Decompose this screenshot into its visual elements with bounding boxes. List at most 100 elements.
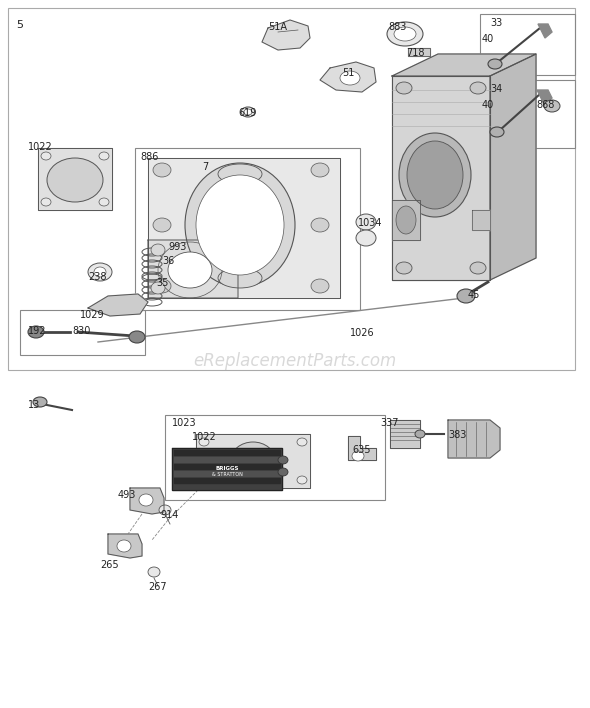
Text: 493: 493 xyxy=(118,490,136,500)
Ellipse shape xyxy=(470,82,486,94)
Ellipse shape xyxy=(41,198,51,206)
Ellipse shape xyxy=(117,540,131,552)
Text: 830: 830 xyxy=(72,326,90,336)
Ellipse shape xyxy=(490,127,504,137)
Ellipse shape xyxy=(196,175,284,275)
Ellipse shape xyxy=(340,71,360,85)
Polygon shape xyxy=(537,90,552,104)
Polygon shape xyxy=(390,420,420,448)
Text: 51A: 51A xyxy=(268,22,287,32)
Ellipse shape xyxy=(244,109,252,115)
Ellipse shape xyxy=(199,476,209,484)
Text: 36: 36 xyxy=(162,256,174,266)
Bar xyxy=(480,14,575,75)
Ellipse shape xyxy=(28,326,44,338)
Ellipse shape xyxy=(278,456,288,464)
Ellipse shape xyxy=(88,263,112,281)
Text: 35: 35 xyxy=(156,278,168,288)
Polygon shape xyxy=(174,450,280,455)
Polygon shape xyxy=(174,471,280,476)
Polygon shape xyxy=(148,158,340,298)
Polygon shape xyxy=(490,54,536,280)
Ellipse shape xyxy=(311,218,329,232)
Polygon shape xyxy=(88,294,148,316)
Ellipse shape xyxy=(151,282,165,294)
Polygon shape xyxy=(320,62,376,92)
Ellipse shape xyxy=(544,100,560,112)
Ellipse shape xyxy=(278,468,288,476)
Text: 1022: 1022 xyxy=(192,432,217,442)
Text: & STRATTON: & STRATTON xyxy=(212,472,242,477)
Ellipse shape xyxy=(407,141,463,209)
Text: 1029: 1029 xyxy=(80,310,104,320)
Ellipse shape xyxy=(33,397,47,407)
Ellipse shape xyxy=(99,152,109,160)
Text: 1026: 1026 xyxy=(350,328,375,338)
Polygon shape xyxy=(262,20,310,50)
Text: 5: 5 xyxy=(16,20,23,30)
Ellipse shape xyxy=(241,107,255,117)
Text: 1023: 1023 xyxy=(172,418,196,428)
Ellipse shape xyxy=(218,164,262,184)
Text: 1022: 1022 xyxy=(28,142,53,152)
Ellipse shape xyxy=(457,289,475,303)
Text: eReplacementParts.com: eReplacementParts.com xyxy=(194,352,396,370)
Polygon shape xyxy=(148,240,238,298)
Text: 7: 7 xyxy=(202,162,208,172)
Ellipse shape xyxy=(148,567,160,577)
Ellipse shape xyxy=(396,82,412,94)
Text: 267: 267 xyxy=(148,582,166,592)
Ellipse shape xyxy=(218,268,262,288)
Ellipse shape xyxy=(399,133,471,217)
Polygon shape xyxy=(472,210,490,230)
Ellipse shape xyxy=(185,163,295,287)
Text: 868: 868 xyxy=(536,100,555,110)
Text: 883: 883 xyxy=(388,22,407,32)
Polygon shape xyxy=(174,478,280,483)
Text: 337: 337 xyxy=(380,418,398,428)
Ellipse shape xyxy=(470,262,486,274)
Text: 34: 34 xyxy=(490,84,502,94)
Polygon shape xyxy=(174,457,280,462)
Polygon shape xyxy=(392,76,490,280)
Text: 265: 265 xyxy=(100,560,119,570)
Ellipse shape xyxy=(396,206,416,234)
Polygon shape xyxy=(130,488,164,514)
Ellipse shape xyxy=(168,252,212,288)
Ellipse shape xyxy=(387,22,423,46)
Ellipse shape xyxy=(488,59,502,69)
Text: 192: 192 xyxy=(28,326,47,336)
Polygon shape xyxy=(448,420,500,458)
Ellipse shape xyxy=(153,163,171,177)
Bar xyxy=(480,80,575,148)
Polygon shape xyxy=(108,534,142,558)
Ellipse shape xyxy=(311,279,329,293)
Ellipse shape xyxy=(94,267,106,277)
Text: 635: 635 xyxy=(352,445,371,455)
Polygon shape xyxy=(538,24,552,38)
Text: 45: 45 xyxy=(468,290,480,300)
Polygon shape xyxy=(408,48,430,56)
Bar xyxy=(135,148,360,310)
Text: 51: 51 xyxy=(342,68,355,78)
Text: 993: 993 xyxy=(168,242,186,252)
Polygon shape xyxy=(196,434,310,488)
Ellipse shape xyxy=(199,438,209,446)
Polygon shape xyxy=(174,464,280,469)
Ellipse shape xyxy=(396,262,412,274)
Ellipse shape xyxy=(297,438,307,446)
Polygon shape xyxy=(38,148,112,210)
Text: 13: 13 xyxy=(28,400,40,410)
Ellipse shape xyxy=(153,279,171,293)
Text: 1034: 1034 xyxy=(358,218,382,228)
Ellipse shape xyxy=(41,152,51,160)
Ellipse shape xyxy=(415,430,425,438)
Ellipse shape xyxy=(151,244,165,256)
Text: 40: 40 xyxy=(482,34,494,44)
Polygon shape xyxy=(392,200,420,240)
Text: 40: 40 xyxy=(482,100,494,110)
Ellipse shape xyxy=(311,163,329,177)
Ellipse shape xyxy=(99,198,109,206)
Ellipse shape xyxy=(139,494,153,506)
Bar xyxy=(20,310,145,355)
